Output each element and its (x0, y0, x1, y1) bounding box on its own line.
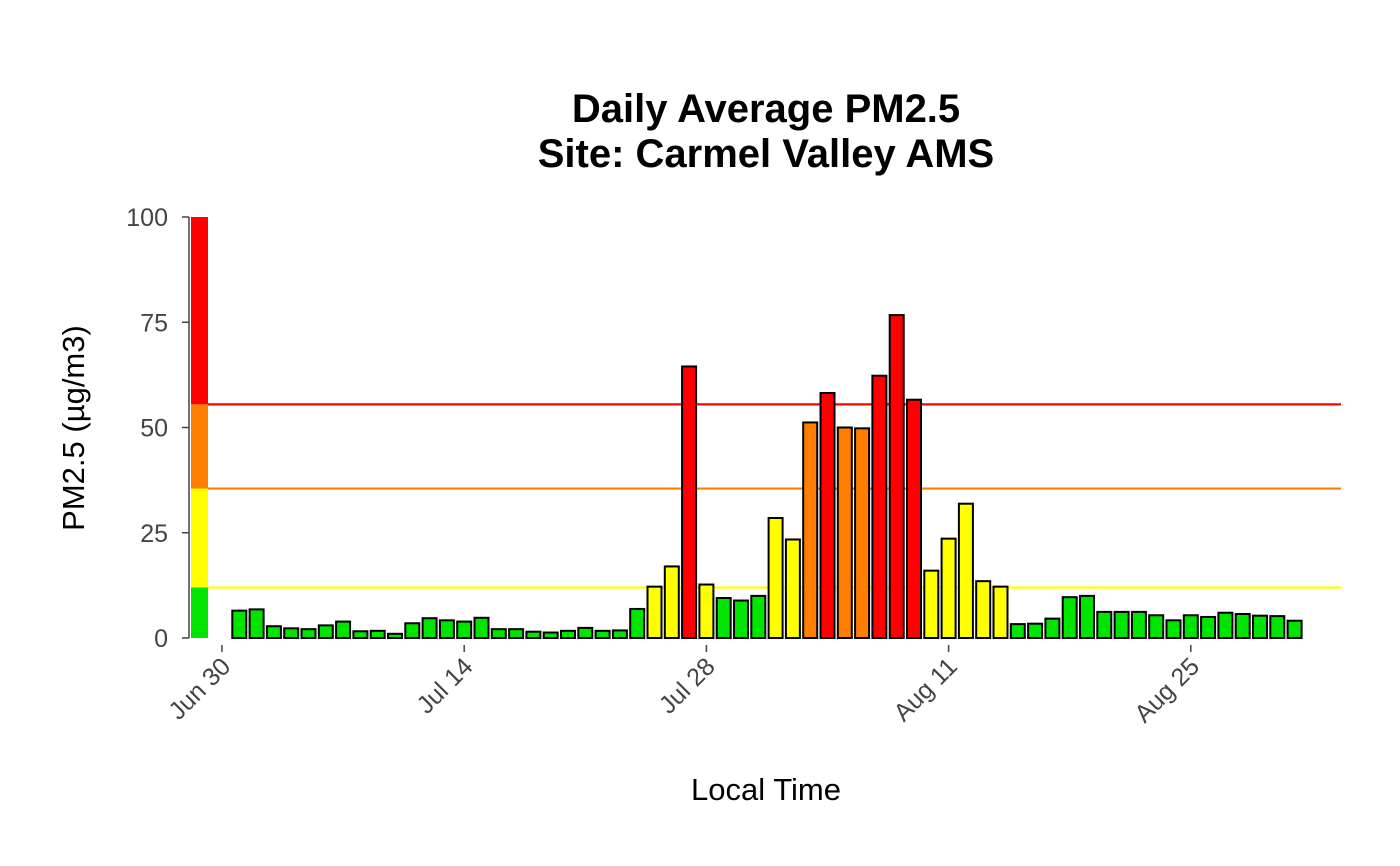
aqi-band-unhealthy (191, 217, 208, 405)
bar-33 (802, 421, 819, 639)
bar-40 (923, 569, 940, 640)
aqi-band-good (191, 587, 208, 638)
bar-35 (836, 426, 853, 639)
bar-21 (594, 629, 611, 640)
bar-39 (906, 398, 922, 639)
bar-32 (784, 538, 801, 640)
bar-17 (525, 630, 542, 639)
chart-title: Daily Average PM2.5 (572, 87, 960, 131)
bar-34 (819, 391, 836, 639)
bar-27 (698, 583, 715, 640)
y-tick-label: 75 (140, 309, 168, 337)
bar-3 (283, 627, 300, 640)
y-tick-label: 25 (140, 520, 168, 548)
bar-22 (611, 629, 628, 639)
bar-31 (767, 517, 784, 640)
bar-47 (1044, 617, 1061, 639)
bar-26 (681, 365, 698, 639)
bar-53 (1148, 614, 1165, 639)
bar-56 (1200, 615, 1217, 640)
bar-15 (490, 628, 507, 639)
bar-49 (1079, 594, 1095, 640)
bar-4 (300, 628, 317, 639)
bar-50 (1096, 610, 1113, 640)
x-tick-label: Jul 14 (411, 652, 478, 719)
bar-2 (265, 625, 282, 639)
x-axis-label: Local Time (691, 772, 841, 807)
bar-19 (560, 629, 576, 640)
aqi-band-usg (191, 404, 208, 489)
y-axis: 0 25 50 75 100 (126, 204, 190, 653)
bar-55 (1182, 614, 1199, 639)
bar-59 (1252, 614, 1268, 640)
aqi-color-strip (191, 217, 208, 638)
bar-10 (404, 622, 421, 640)
bar-38 (888, 314, 905, 639)
x-tick-label: Aug 11 (888, 652, 963, 727)
bar-18 (542, 631, 559, 639)
bar-30 (750, 594, 767, 640)
y-tick-label: 50 (140, 415, 168, 443)
bar-43 (975, 580, 992, 639)
bar-45 (1009, 623, 1026, 639)
x-tick-label: Jun 30 (163, 652, 236, 725)
bar-42 (957, 502, 974, 639)
bar-28 (715, 597, 732, 640)
bar-36 (854, 427, 871, 640)
bar-13 (456, 620, 473, 639)
bar-29 (733, 599, 749, 640)
bar-60 (1269, 615, 1286, 639)
bar-46 (1027, 622, 1044, 639)
bar-24 (646, 585, 663, 639)
bar-0 (231, 609, 248, 640)
bar-8 (369, 629, 386, 640)
chart-subtitle: Site: Carmel Valley AMS (538, 132, 994, 176)
bar-61 (1286, 619, 1303, 640)
bar-48 (1061, 596, 1078, 640)
bar-16 (508, 628, 525, 639)
bar-12 (438, 619, 455, 639)
x-tick-label: Aug 25 (1129, 652, 1205, 728)
bar-25 (663, 565, 680, 639)
bar-51 (1113, 610, 1130, 640)
bar-52 (1130, 610, 1147, 640)
bar-5 (317, 624, 334, 639)
bars (231, 314, 1303, 640)
bar-57 (1217, 611, 1234, 639)
bar-1 (248, 608, 265, 640)
bar-11 (421, 617, 438, 640)
bar-6 (335, 620, 352, 639)
aqi-band-moderate (191, 488, 208, 588)
y-axis-label: PM2.5 (µg/m3) (56, 325, 91, 531)
y-tick-label: 100 (126, 204, 168, 232)
bar-9 (387, 632, 403, 639)
bar-14 (473, 616, 490, 639)
bar-37 (871, 374, 888, 639)
bar-20 (577, 626, 594, 639)
bar-7 (352, 630, 369, 639)
bar-58 (1234, 613, 1251, 639)
bar-23 (629, 607, 646, 639)
bar-54 (1165, 619, 1182, 639)
bar-44 (992, 585, 1009, 639)
x-axis: Jun 30 Jul 14 Jul 28 Aug 11 Aug 25 (163, 645, 1205, 728)
y-tick-label: 0 (154, 625, 168, 653)
x-tick-label: Jul 28 (654, 652, 721, 719)
bar-41 (940, 537, 957, 639)
